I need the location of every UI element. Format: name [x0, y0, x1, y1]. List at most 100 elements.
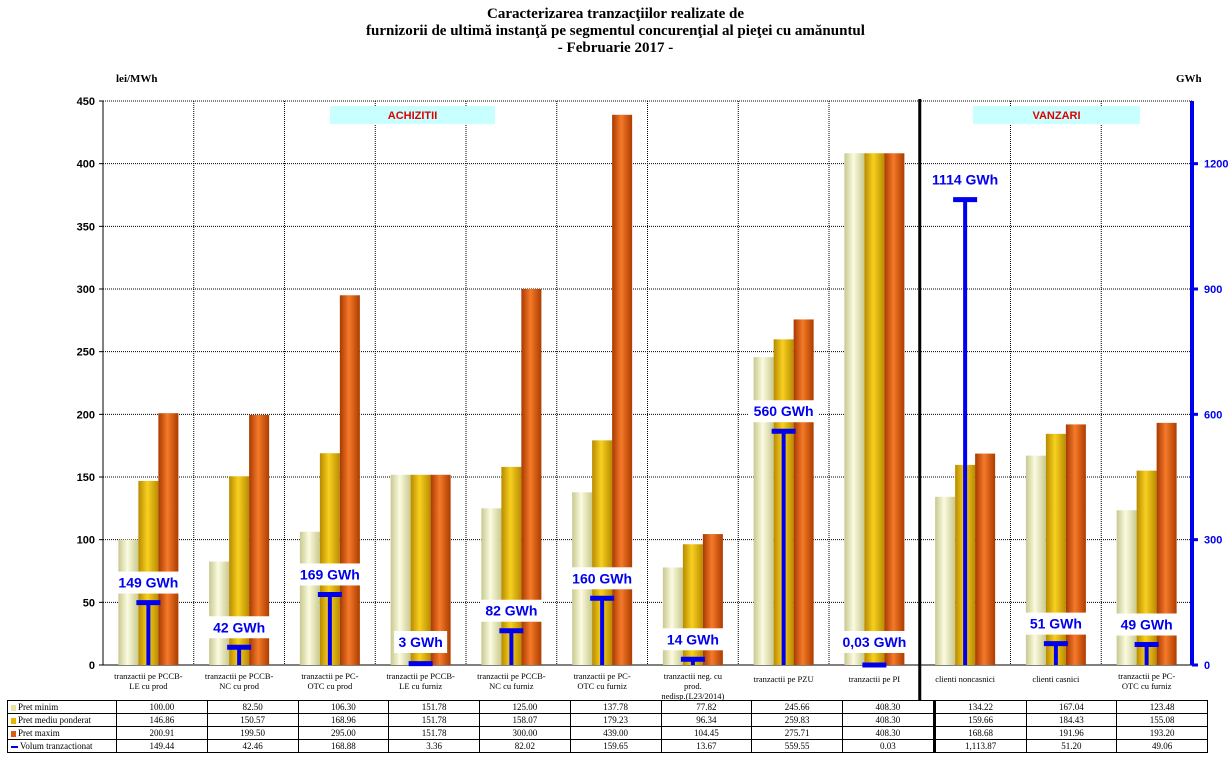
category-label: tranzactii pe PI [849, 674, 901, 684]
volume-label-box [748, 400, 819, 423]
bar-pret-mediu [319, 453, 340, 665]
left-axis-tick-label: 250 [77, 347, 95, 359]
legend-entry: Pret mediu ponderat [7, 713, 117, 727]
table-cell: 179.23 [569, 713, 662, 727]
table-row: Pret maxim 200.91 199.50 295.00 151.78 300.00… [7, 726, 1208, 740]
table-cell: 191.96 [1025, 726, 1118, 740]
table-cell: 146.86 [116, 713, 208, 727]
bar-pret-maxim [158, 413, 179, 665]
table-cell: 13.67 [660, 739, 753, 753]
category-label: tranzactii pe PCCB- [386, 671, 455, 681]
bar-pret-minim [1116, 510, 1137, 665]
table-cell: 295.00 [297, 726, 390, 740]
table-cell: 3.36 [388, 739, 480, 753]
table-cell: 439.00 [569, 726, 662, 740]
volume-label: 0,03 GWh [842, 634, 906, 650]
legend-entry: Pret minim [7, 700, 117, 714]
chart-title-line-3: - Februarie 2017 - [557, 40, 674, 56]
volume-label-box [835, 631, 914, 653]
volume-label: 169 GWh [300, 566, 360, 582]
left-axis-tick-label: 0 [89, 660, 95, 672]
right-axis-unit: GWh [1176, 73, 1202, 85]
table-cell: 150.57 [206, 713, 299, 727]
table-cell: 125.00 [479, 700, 571, 714]
left-axis-tick-label: 300 [77, 284, 95, 296]
category-label: NC cu furniz [489, 681, 534, 691]
left-axis-tick-label: 100 [77, 535, 95, 547]
left-axis-unit: lei/MWh [116, 73, 158, 85]
category-label: clienti casnici [1032, 674, 1080, 684]
bar-pret-minim [390, 474, 411, 665]
table-cell: 96.34 [660, 713, 753, 727]
table-cell: 408.30 [842, 713, 936, 727]
table-cell: 155.08 [1116, 713, 1208, 727]
bar-pret-maxim [1065, 424, 1086, 665]
bar-pret-mediu [864, 153, 885, 665]
volume-label: 560 GWh [754, 403, 814, 419]
table-cell: 408.30 [842, 726, 936, 740]
table-row: Pret minim 100.00 82.50 106.30 151.78 125.00 1… [7, 700, 1208, 714]
left-axis-tick-label: 350 [77, 221, 95, 233]
category-label: prod. [684, 681, 702, 691]
table-cell: 158.07 [479, 713, 571, 727]
right-axis-tick-label: 900 [1204, 284, 1222, 296]
table-cell: 77.82 [660, 700, 753, 714]
volume-label-box [662, 628, 724, 651]
bar-pret-maxim [793, 319, 814, 665]
left-axis-tick-label: 450 [77, 96, 95, 108]
volume-label: 51 GWh [1030, 616, 1082, 632]
table-cell: 168.88 [297, 739, 390, 753]
bar-pret-maxim [339, 295, 360, 665]
table-cell: 159.65 [569, 739, 662, 753]
category-label: tranzactii pe PCCB- [114, 671, 183, 681]
table-cell: 82.02 [479, 739, 571, 753]
legend-label: Pret maxim [18, 728, 60, 738]
table-cell: 168.96 [297, 713, 390, 727]
table-cell: 151.78 [388, 726, 480, 740]
bar-pret-maxim [430, 474, 451, 665]
volume-label-box [1025, 612, 1087, 635]
table-cell: 1,113.87 [933, 739, 1027, 753]
category-label: OTC cu furniz [1122, 681, 1172, 691]
bar-pret-maxim [884, 153, 905, 665]
volume-label: 14 GWh [667, 631, 719, 647]
data-table: Pret minim 100.00 82.50 106.30 151.78 125.00 1… [7, 700, 1208, 753]
bar-pret-minim [299, 531, 320, 665]
volume-label-box [295, 563, 365, 586]
table-cell: 200.91 [116, 726, 208, 740]
legend-swatch [11, 730, 16, 737]
category-label: tranzactii pe PCCB- [477, 671, 546, 681]
table-cell: 184.43 [1025, 713, 1118, 727]
table-cell: 82.50 [206, 700, 299, 714]
volume-label: 1114 GWh [932, 172, 998, 188]
left-axis-tick-label: 150 [77, 472, 95, 484]
table-cell: 259.83 [751, 713, 843, 727]
category-label: NC cu prod [219, 681, 259, 691]
bar-pret-maxim [521, 289, 542, 665]
table-cell: 559.55 [751, 739, 843, 753]
bar-pret-mediu [410, 474, 431, 665]
volume-label: 42 GWh [213, 619, 265, 635]
bar-pret-minim [481, 508, 502, 665]
bar-pret-minim [753, 357, 774, 665]
table-cell: 134.22 [933, 700, 1027, 714]
table-cell: 151.78 [388, 700, 480, 714]
legend-swatch [11, 704, 16, 711]
bar-pret-mediu [1136, 470, 1157, 665]
chart-title-line-1: Caracterizarea tranzacţiilor realizate d… [487, 6, 744, 22]
volume-label-box [480, 599, 542, 622]
bar-pret-maxim [1156, 422, 1177, 665]
bar-pret-maxim [249, 414, 270, 665]
category-label: tranzactii pe PC- [301, 671, 358, 681]
right-axis-tick-label: 300 [1204, 535, 1222, 547]
volume-label-box [567, 567, 637, 590]
table-cell: 151.78 [388, 713, 480, 727]
volume-label-box [394, 631, 448, 653]
category-label: tranzactii neg. cu [664, 671, 723, 681]
volume-label-box [113, 571, 184, 594]
table-cell: 193.20 [1116, 726, 1208, 740]
category-label: tranzactii pe PC- [1118, 671, 1175, 681]
table-cell: 137.78 [569, 700, 662, 714]
table-cell: 42.46 [206, 739, 299, 753]
legend-label: Pret minim [18, 702, 59, 712]
